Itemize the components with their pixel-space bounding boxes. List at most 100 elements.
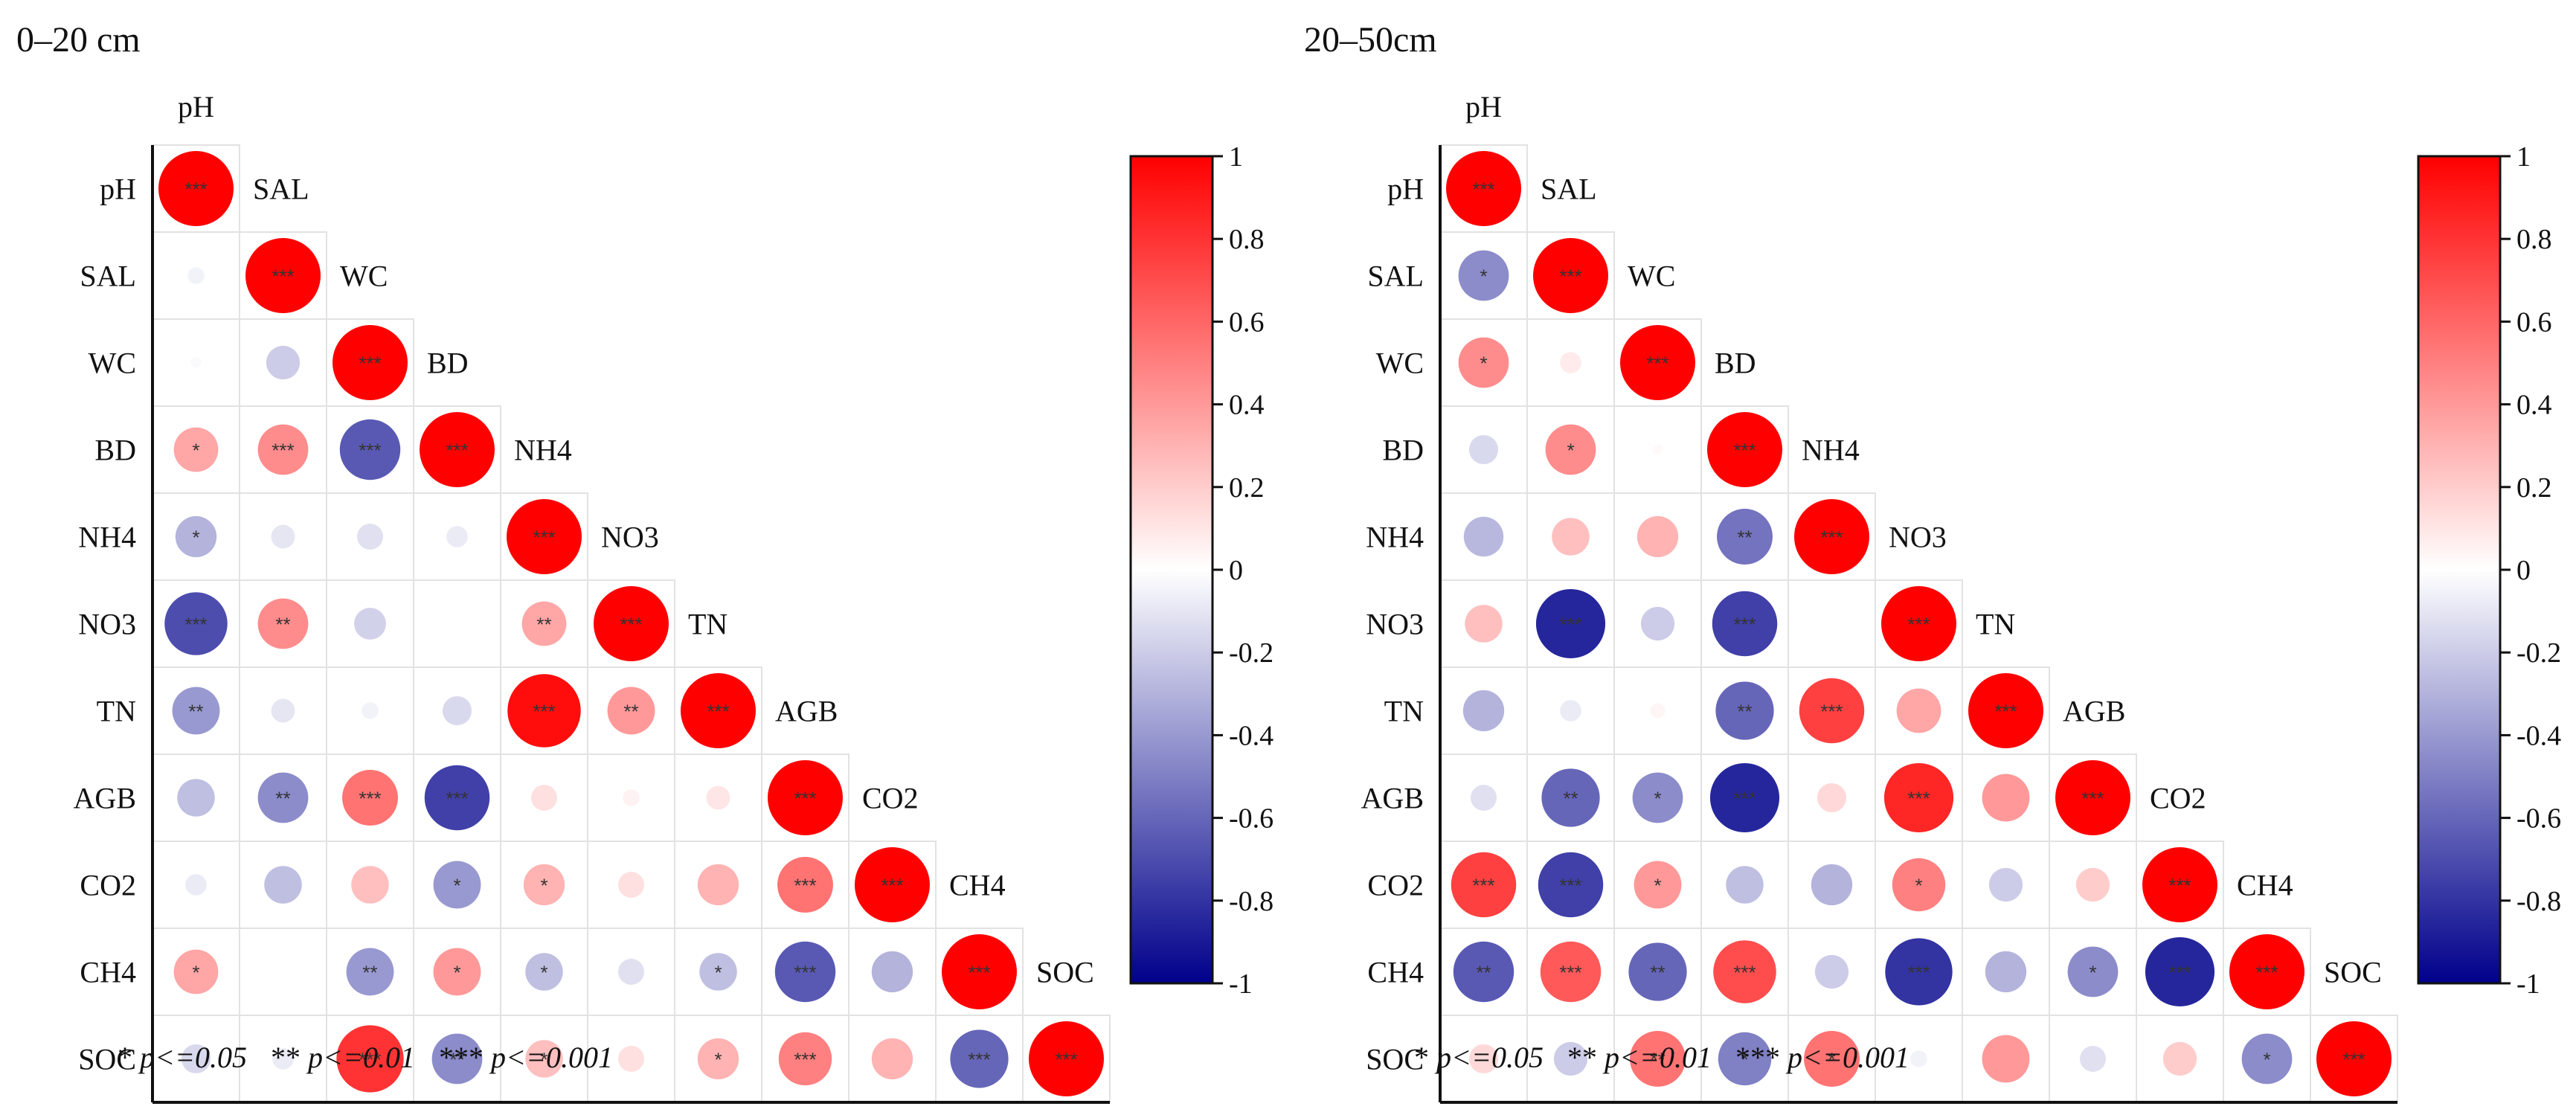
significance-stars-CH4-TN: * — [714, 962, 722, 984]
corr-circle-CH4-NH4 — [525, 953, 563, 991]
column-label-NH4: NH4 — [1802, 434, 1860, 467]
column-label-SAL: SAL — [1541, 173, 1597, 206]
corr-circle-BD-WC — [1652, 444, 1663, 455]
significance-stars-CH4-NO3: *** — [1907, 962, 1930, 984]
significance-stars-CO2-CO2: *** — [2168, 875, 2191, 897]
corr-circle-SOC-AGB — [778, 1032, 832, 1086]
footnote-text-1: p<=0.05 — [1436, 1041, 1544, 1074]
colorbar-tick-label-0.2: 0.2 — [2516, 472, 2552, 504]
corr-circle-CH4-BD — [1713, 940, 1776, 1003]
footnote-symbol-3: *** — [438, 1041, 484, 1074]
corr-circle-SOC-NO3 — [618, 1046, 644, 1072]
corr-circle-SOC-SAL — [1553, 1041, 1588, 1076]
corr-circle-AGB-AGB — [768, 760, 843, 835]
significance-stars-CO2-SAL: *** — [1559, 875, 1581, 897]
significance-stars-SOC-WC: ** — [1650, 1049, 1665, 1071]
corr-circle-NH4-WC — [1637, 515, 1679, 558]
corr-circle-AGB-BD — [424, 765, 490, 831]
footnote-symbol-1: * — [1414, 1041, 1429, 1074]
corr-circle-BD-pH — [173, 427, 219, 472]
corr-circle-NH4-SAL — [271, 524, 295, 549]
significance-stars-TN-NH4: *** — [1820, 701, 1843, 723]
corr-circle-AGB-pH — [177, 779, 215, 817]
column-label-NO3: NO3 — [1889, 521, 1947, 554]
corr-circle-CO2-BD — [433, 861, 481, 909]
significance-stars-BD-BD: *** — [1733, 440, 1756, 462]
significance-stars-SOC-TN: * — [714, 1049, 722, 1071]
row-label-pH: pH — [1387, 173, 1424, 206]
significance-stars-CH4-CO2: *** — [2168, 962, 2191, 984]
significance-stars-NO3-NO3: *** — [620, 614, 642, 636]
significance-stars-SOC-SOC: *** — [1055, 1049, 1077, 1071]
corr-circle-NO3-NH4 — [521, 601, 567, 646]
corr-circle-NH4-BD — [1717, 509, 1773, 565]
corr-circle-AGB-NO3 — [1883, 762, 1954, 833]
significance-stars-NO3-SAL: *** — [1559, 614, 1581, 636]
column-label-WC: WC — [1628, 260, 1675, 293]
corr-circle-NH4-NH4 — [507, 499, 582, 574]
significance-stars-pH-pH: *** — [1472, 179, 1494, 201]
corr-circle-BD-WC — [339, 419, 401, 481]
significance-stars-AGB-AGB: *** — [794, 788, 816, 810]
corr-circle-CH4-pH — [1453, 941, 1515, 1003]
significance-stars-NH4-BD: ** — [1737, 527, 1752, 549]
panel-title: 0–20 cm — [16, 20, 141, 60]
corr-circle-CH4-SAL — [1540, 941, 1602, 1003]
significance-stars-SOC-AGB: *** — [794, 1049, 816, 1071]
corr-circle-CH4-CH4 — [2229, 934, 2304, 1009]
colorbar-tick-label-0.6: 0.6 — [1229, 306, 1265, 338]
column-label-WC: WC — [340, 260, 388, 293]
corr-circle-CH4-NO3 — [618, 959, 644, 985]
significance-stars-CH4-NH4: * — [540, 962, 547, 984]
significance-stars-TN-TN: *** — [707, 701, 729, 723]
significance-stars-SOC-CH4: *** — [968, 1049, 990, 1071]
corr-circle-CO2-AGB — [777, 857, 833, 913]
column-label-CO2: CO2 — [2150, 782, 2206, 815]
corr-circle-AGB-WC — [342, 770, 398, 826]
corr-circle-CO2-NO3 — [618, 872, 644, 898]
column-label-pH: pH — [1465, 90, 1502, 123]
row-label-BD: BD — [94, 434, 136, 467]
significance-stars-CO2-NH4: * — [540, 875, 547, 897]
significance-stars-CH4-BD: * — [453, 962, 460, 984]
significance-stars-SOC-CH4: * — [2263, 1049, 2270, 1071]
corr-circle-pH-pH — [1446, 151, 1521, 226]
significance-stars-NO3-SAL: ** — [275, 614, 290, 636]
corr-circle-AGB-NH4 — [531, 785, 557, 811]
corr-circle-NO3-SAL — [1535, 588, 1606, 659]
colorbar-tick-label--0.6: -0.6 — [1229, 803, 1273, 835]
corr-circle-AGB-pH — [1471, 785, 1497, 811]
significance-stars-CH4-BD: *** — [1733, 962, 1756, 984]
column-label-CO2: CO2 — [862, 782, 919, 815]
row-label-TN: TN — [1384, 695, 1424, 728]
corr-circle-NO3-NO3 — [594, 586, 669, 661]
corr-circle-AGB-SAL — [257, 772, 309, 823]
grid-cell — [239, 928, 327, 1016]
corr-circle-SAL-SAL — [245, 238, 321, 313]
footnote-text-3: p<=0.001 — [1787, 1041, 1909, 1074]
corr-circle-AGB-TN — [1982, 774, 2030, 822]
corr-circle-NH4-NH4 — [1794, 499, 1869, 574]
significance-stars-TN-BD: ** — [1737, 701, 1752, 723]
colorbar-tick-label-1: 1 — [2516, 141, 2531, 173]
corr-circle-BD-BD — [420, 412, 495, 487]
corr-circle-CO2-NO3 — [1892, 858, 1946, 912]
colorbar-tick-label--0.4: -0.4 — [2516, 720, 2561, 751]
significance-stars-SOC-WC: *** — [359, 1049, 381, 1071]
corr-circle-CO2-SAL — [1538, 852, 1604, 918]
corr-circle-CH4-WC — [346, 948, 394, 996]
column-label-SOC: SOC — [1036, 956, 1094, 989]
corr-circle-SOC-SOC — [1029, 1021, 1104, 1096]
significance-stars-AGB-AGB: *** — [2081, 788, 2104, 810]
chart-panel-0-20cm: 0–20 cm *** *** *** * *** *** *** * *** *** ** ** **… — [16, 20, 1273, 1104]
corr-circle-TN-SAL — [271, 698, 295, 723]
colorbar-tick-label--0.8: -0.8 — [1229, 886, 1273, 917]
significance-stars-CO2-AGB: *** — [794, 875, 816, 897]
significance-stars-SOC-SOC: *** — [2342, 1049, 2365, 1071]
significance-stars-AGB-BD: *** — [446, 788, 468, 810]
footnote-text-2: p<=0.01 — [307, 1041, 415, 1074]
corr-circle-CH4-TN — [1985, 951, 2027, 993]
corr-circle-SAL-pH — [1458, 250, 1509, 301]
corr-circle-CO2-CO2 — [855, 847, 930, 922]
column-label-TN: TN — [688, 608, 727, 641]
